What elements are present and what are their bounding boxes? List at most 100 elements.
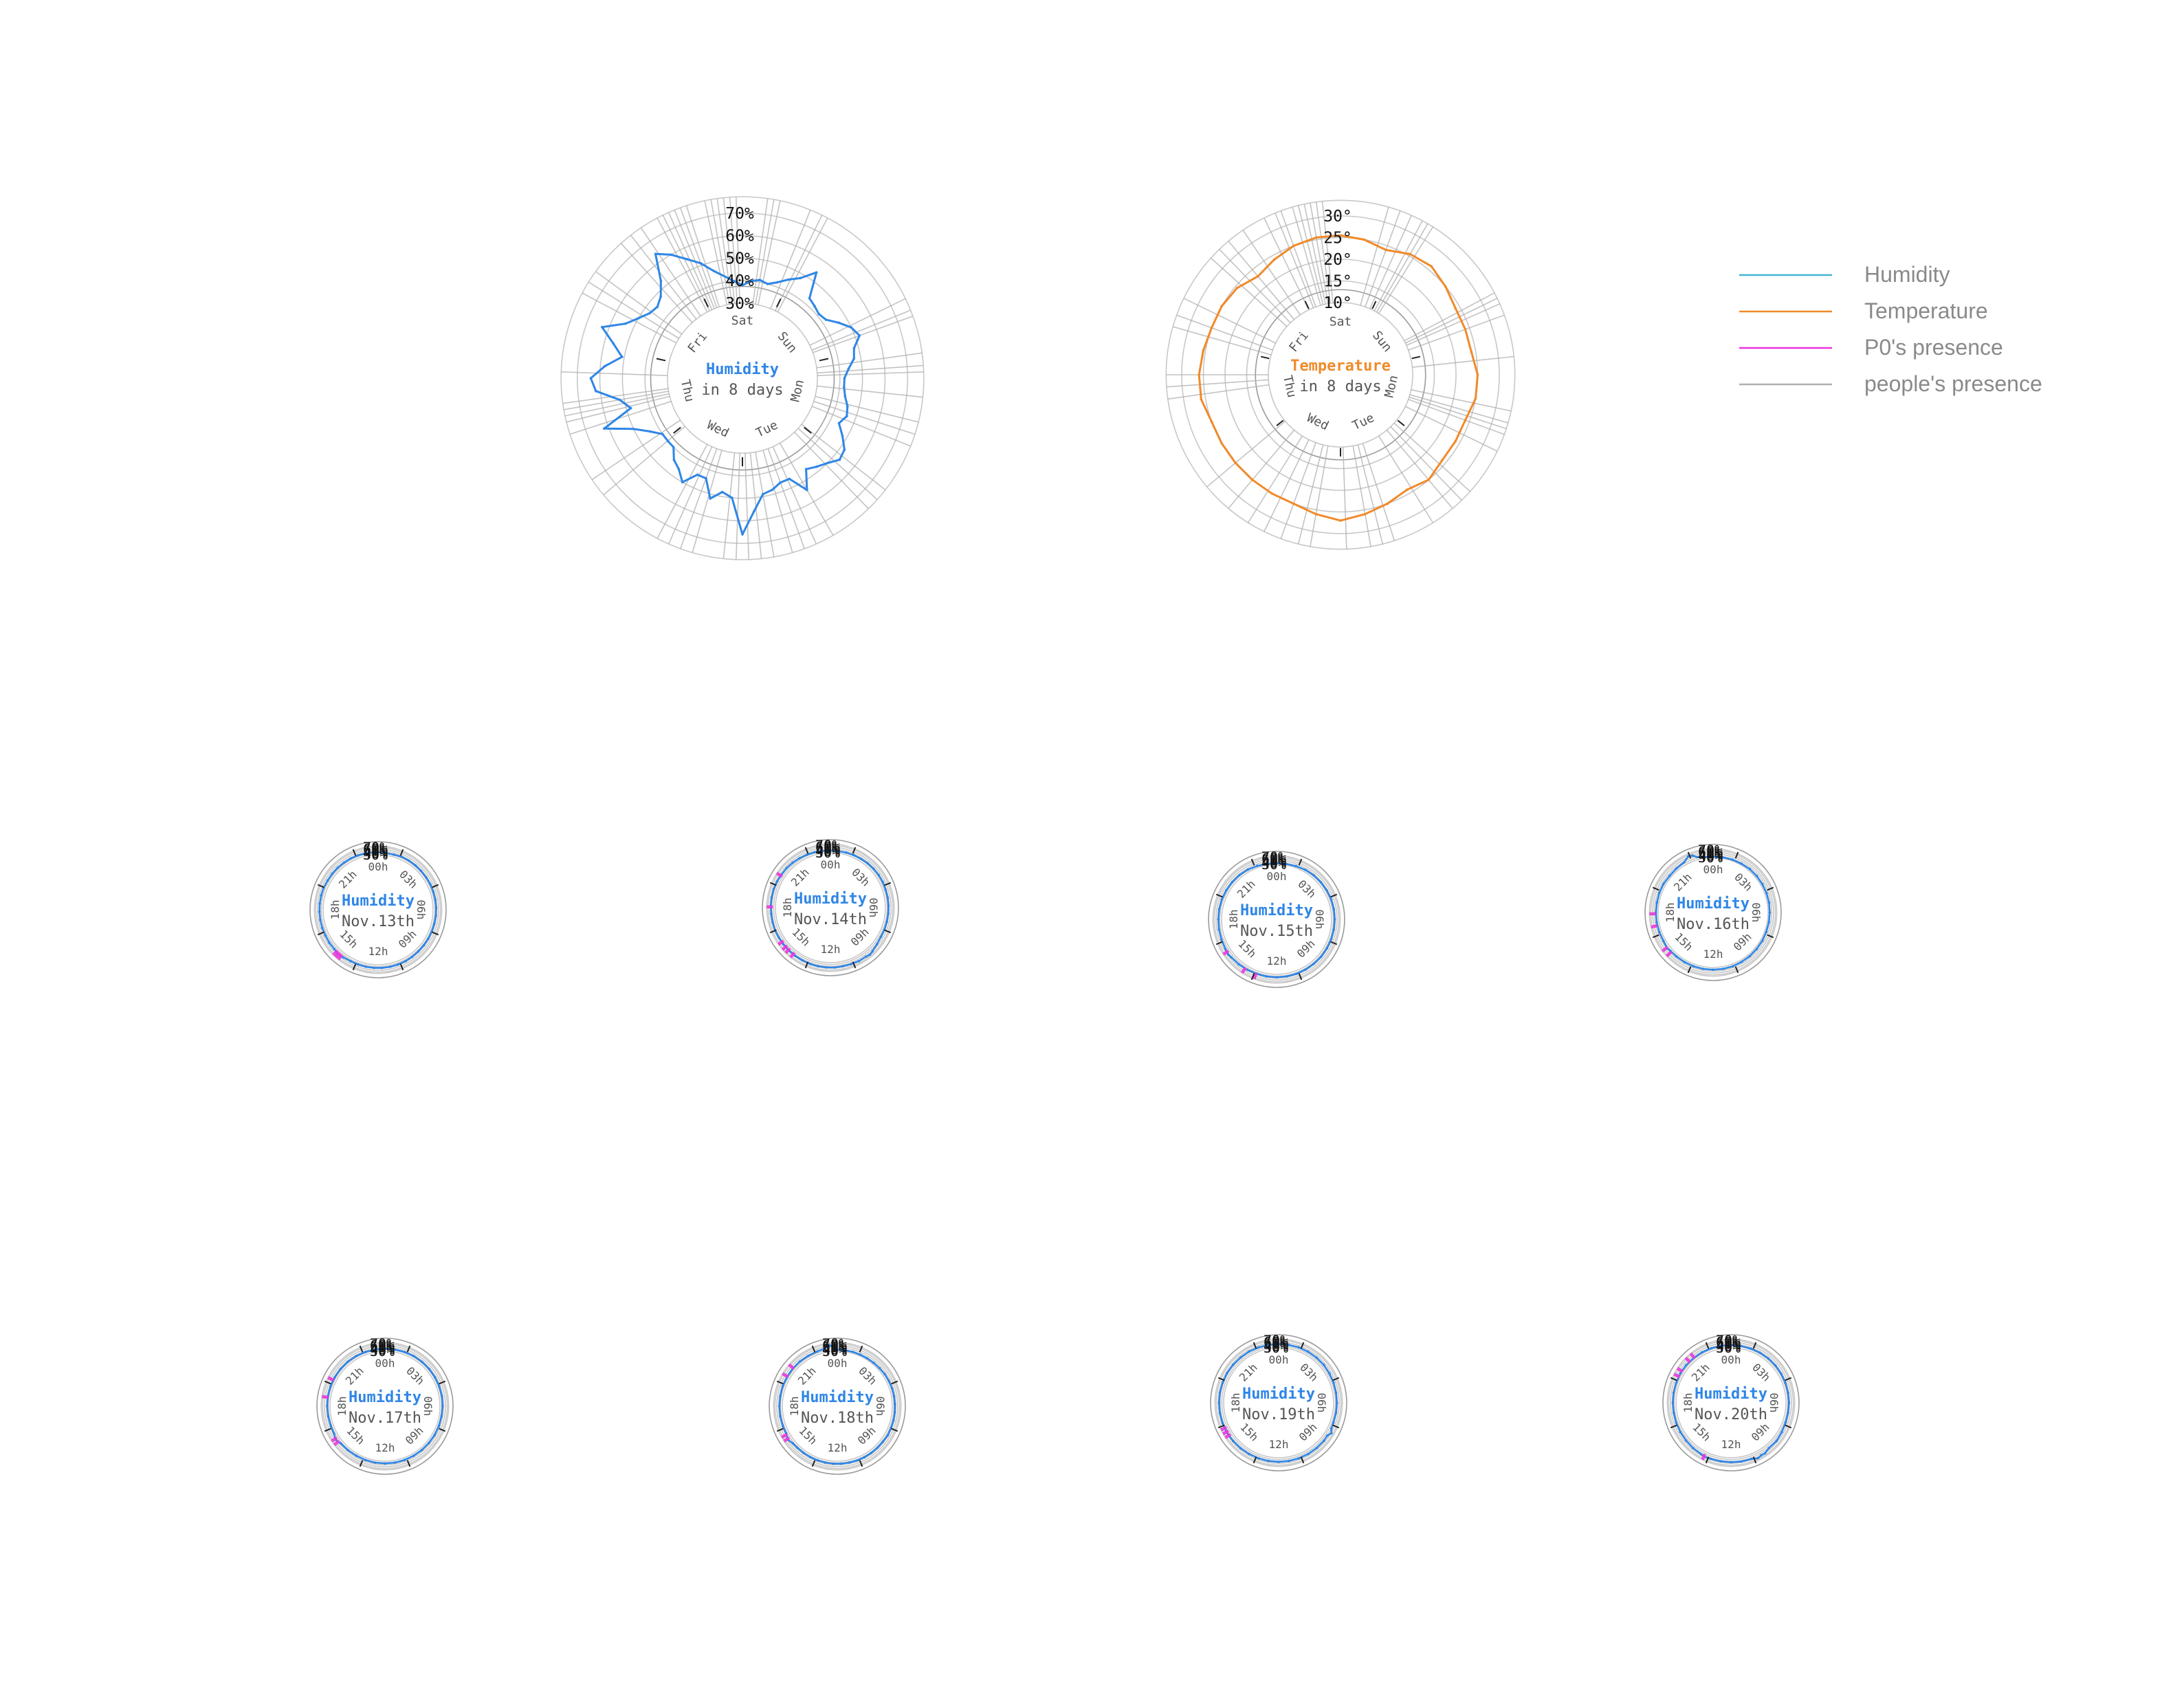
angle-label: 18h: [781, 898, 794, 918]
data-point: [696, 473, 699, 477]
tick-label: 30°: [1323, 208, 1352, 226]
data-point: [349, 960, 352, 963]
angle-label: 09h: [848, 926, 872, 949]
angle-label: 09h: [1731, 930, 1754, 954]
data-point: [339, 1368, 342, 1370]
data-point: [672, 458, 676, 461]
angle-label: 21h: [795, 1364, 819, 1388]
data-point: [1210, 327, 1213, 329]
people-presence-line: [582, 292, 677, 344]
angle-label: 21h: [1235, 877, 1258, 901]
data-point: [868, 953, 872, 956]
data-point: [346, 1360, 349, 1364]
angle-tick: [1687, 966, 1692, 974]
center-title: Humidity: [801, 1389, 874, 1406]
legend-label: Temperature: [1864, 298, 1988, 323]
p0-presence-line: [334, 1441, 340, 1446]
people-presence-line: [640, 227, 701, 317]
people-presence-line: [1405, 298, 1498, 344]
center-title: Humidity: [1677, 895, 1750, 912]
angle-label: 15h: [1690, 1421, 1713, 1444]
data-point: [826, 461, 829, 465]
data-point: [1277, 1342, 1280, 1346]
data-point: [1285, 862, 1288, 866]
data-point: [1297, 1346, 1301, 1349]
center-title: Temperature: [1290, 358, 1391, 375]
data-point: [741, 284, 744, 287]
data-point: [775, 880, 779, 883]
data-point: [434, 898, 437, 901]
angle-label: 18h: [1229, 1393, 1242, 1413]
center-title: Humidity: [1242, 1386, 1315, 1403]
data-point: [1231, 881, 1234, 884]
data-point: [1218, 1412, 1222, 1414]
outer-ring: [773, 1342, 902, 1471]
people-presence-line: [817, 385, 923, 398]
angle-label: 15h: [1672, 930, 1695, 954]
angle-label: 03h: [1750, 1361, 1773, 1384]
data-point: [893, 1403, 896, 1406]
data-point: [1326, 1434, 1329, 1437]
angle-tick: [1276, 419, 1284, 426]
data-point: [1288, 1344, 1290, 1346]
data-point: [355, 1454, 358, 1457]
people-presence-line: [772, 446, 817, 545]
angle-tick: [324, 1380, 331, 1385]
data-point: [808, 1456, 812, 1458]
data-point: [433, 1433, 437, 1436]
data-point: [825, 966, 828, 969]
p0-presence-line: [1220, 1425, 1227, 1430]
data-point: [438, 1385, 441, 1388]
people-presence-line: [1376, 223, 1429, 313]
data-point: [1748, 867, 1751, 871]
data-point: [709, 497, 712, 500]
data-point: [403, 1350, 406, 1354]
angle-tick: [406, 1345, 411, 1353]
angle-tick: [1785, 1424, 1792, 1429]
angle-tick: [406, 1460, 411, 1467]
data-point: [1220, 938, 1223, 941]
outer-ring: [1212, 855, 1341, 984]
data-point: [775, 281, 779, 284]
people-presence-line: [816, 352, 923, 369]
tick-label: 30%: [1264, 1339, 1288, 1356]
data-point: [833, 966, 836, 969]
p0-presence-line: [1241, 967, 1246, 973]
people-presence-line: [755, 199, 775, 305]
data-point: [1294, 864, 1297, 868]
angle-tick: [1652, 934, 1659, 939]
people-presence-line: [1280, 210, 1316, 307]
data-point: [1721, 967, 1725, 970]
angle-label: 03h: [404, 1364, 427, 1388]
data-point: [832, 1346, 835, 1349]
angle-label: Wed: [1305, 411, 1331, 433]
angle-label: 09h: [403, 1424, 426, 1447]
tick-label: 40%: [822, 1341, 847, 1357]
data-point: [384, 1347, 386, 1350]
data-point: [336, 866, 339, 869]
angle-tick: [656, 358, 666, 362]
data-point: [1454, 439, 1457, 443]
grid-ring: [782, 1350, 893, 1462]
tick-label: 60%: [1716, 1334, 1741, 1350]
grid-ring: [576, 212, 909, 545]
radial-chart-8: 30%40%50%60%70% 00h 03h 06h 09h 12h 15h 18h 21hH…: [769, 1335, 906, 1475]
data-point: [670, 253, 673, 256]
data-point: [840, 1462, 843, 1465]
p0-presence-line: [1661, 946, 1668, 951]
data-point: [843, 386, 846, 389]
center-title: Humidity: [1240, 902, 1313, 919]
angle-tick: [1752, 1456, 1757, 1464]
angle-tick: [352, 849, 357, 856]
p0-presence-line: [1662, 947, 1668, 952]
data-point: [1339, 519, 1342, 522]
data-point: [1265, 975, 1268, 978]
data-point: [333, 1376, 336, 1379]
grid-ring: [1213, 856, 1340, 983]
angle-label: 18h: [1227, 910, 1240, 930]
data-point: [1409, 252, 1412, 256]
data-point: [397, 963, 399, 966]
data-point: [364, 1458, 367, 1461]
people-presence-line: [1176, 314, 1273, 351]
